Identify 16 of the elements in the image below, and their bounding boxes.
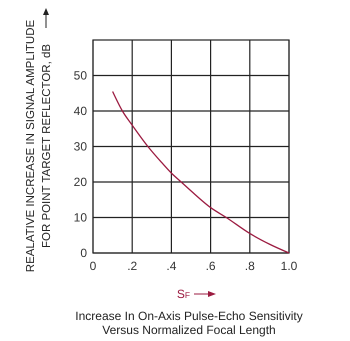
y-tick-label: 10	[74, 210, 88, 224]
x-tick-label: .6	[206, 259, 216, 273]
x-axis-title: SF	[176, 287, 190, 301]
y-tick-label: 40	[74, 104, 88, 118]
x-tick-label: 0	[90, 259, 97, 273]
y-tick-label: 50	[74, 68, 88, 82]
y-tick-label: 0	[80, 246, 88, 260]
y-axis-title: REALATIVE INCREASE IN SIGNAL AMPLITUDE FOR POINT TARGET REFLECTOR, dB	[25, 19, 53, 272]
text: Increase In On-Axis Pulse-Echo Sensitivity Versus Normalized Focal Length	[75, 309, 303, 337]
x-tick-label: 1.0	[280, 259, 298, 273]
y-tick-label: 30	[74, 140, 88, 154]
line-series	[112, 90, 290, 254]
x-tick-label: .4	[166, 259, 177, 273]
y-tick-label: 20	[74, 175, 88, 189]
x-tick-label: .8	[244, 259, 256, 273]
x-tick-label: .2	[127, 259, 138, 273]
